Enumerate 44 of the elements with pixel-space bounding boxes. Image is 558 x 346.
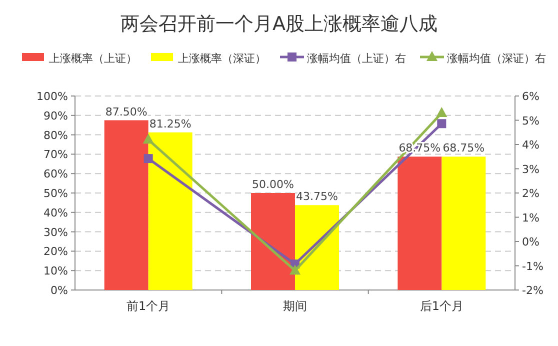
point [142,134,154,144]
y-tick-label: 100% [36,90,68,103]
y-tick-label: 60% [44,168,68,181]
bar [398,156,442,290]
x-tick-label: 后1个月 [420,299,464,313]
legend-label: 上涨概率（上证） [49,52,137,65]
data-label: 50.00% [252,178,294,191]
y-tick-label: 0% [50,284,68,297]
bar [148,132,192,290]
y2-tick-label: 0% [522,236,540,248]
legend-label: 涨幅均值（深证）右 [447,52,546,65]
bar [442,156,486,290]
y-tick-label: 20% [44,245,68,258]
data-label: 68.75% [442,142,485,155]
y-tick-label: 30% [44,226,68,239]
y2-tick-label: -1% [522,260,544,273]
y-tick-label: 40% [44,206,68,220]
point [436,106,448,117]
y2-tick-label: 2% [522,187,540,200]
y-tick-label: 10% [44,264,68,278]
y-tick-label: 50% [44,187,68,200]
y-tick-label: 70% [44,148,68,162]
bar [251,193,295,290]
point [437,119,446,128]
y2-tick-label: 3% [522,162,540,176]
point [290,264,300,275]
bar [104,120,148,290]
y2-tick-label: 4% [522,138,540,152]
x-tick-label: 期间 [283,299,307,313]
point [144,154,153,164]
y2-tick-label: -2% [522,284,544,297]
y-tick-label: 90% [44,109,68,122]
legend-label: 涨幅均值（上证）右 [307,52,406,65]
chart-title: 两会召开前一个月A股上涨概率逾八成 [120,13,438,35]
y2-tick-label: 1% [522,211,540,224]
bar [295,205,339,290]
legend-label: 上涨概率（深证） [178,52,266,65]
y-tick-label: 80% [44,128,68,142]
x-tick-label: 前1个月 [126,299,170,313]
data-label: 87.50% [105,105,148,118]
y2-tick-label: 5% [522,114,540,128]
data-label: 43.75% [296,190,338,204]
data-label: 81.25% [149,117,192,130]
y2-tick-label: 6% [522,90,540,103]
